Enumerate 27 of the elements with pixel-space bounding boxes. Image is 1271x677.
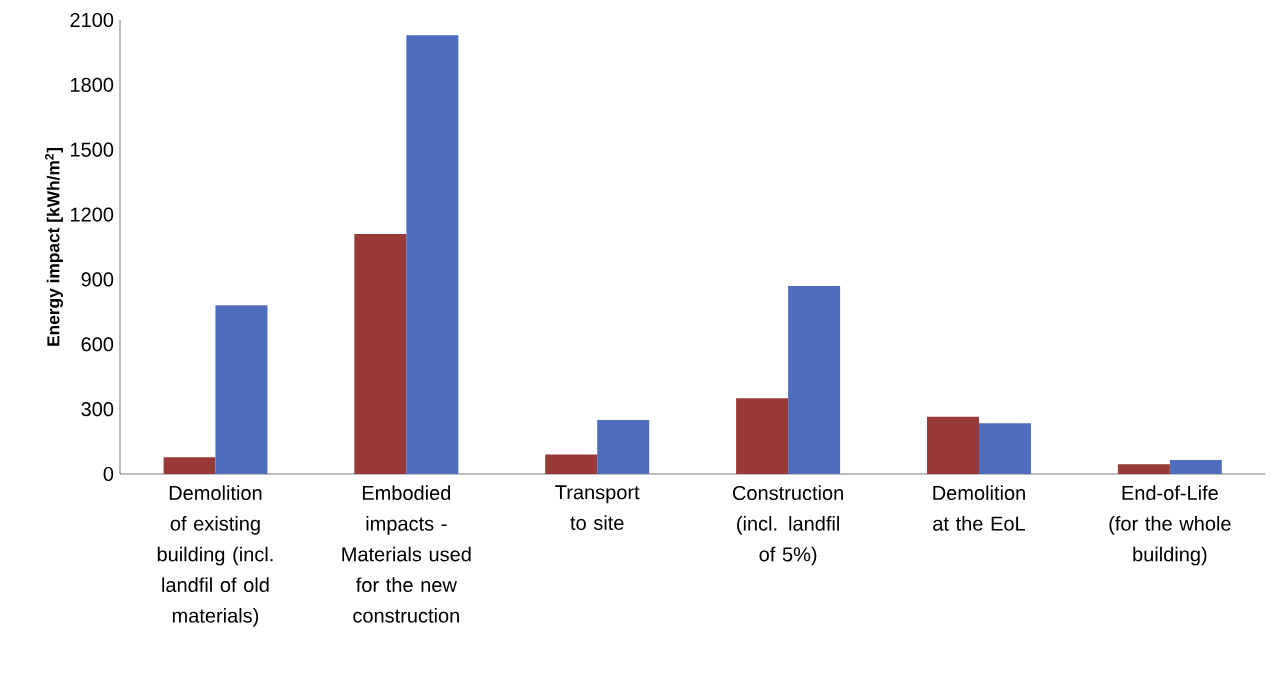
bar: [545, 454, 598, 474]
x-tick-label: Embodied impacts - Materials used for the new construction: [342, 485, 471, 623]
x-tick-label: End-of-Life (for the whole building): [1109, 485, 1231, 566]
x-tick-label: Demolition at the EoL: [933, 485, 1026, 531]
bar: [927, 416, 979, 474]
bar: [163, 457, 216, 474]
bar: [354, 234, 407, 474]
y-tick-label: 1500: [71, 142, 114, 157]
y-tick-label: 1800: [71, 77, 114, 92]
x-tick-label: Construction (incl. landfil of 5%): [733, 485, 843, 566]
bar: [788, 285, 841, 474]
bar: [597, 419, 650, 474]
y-tick-label: 300: [81, 402, 114, 417]
bar: [1169, 459, 1222, 474]
y-tick-label: 600: [81, 337, 114, 352]
bar: [736, 398, 789, 474]
y-tick-label: 2100: [70, 12, 114, 28]
y-axis-title: Energy impact [kWh/m$^{2}$]: [45, 147, 63, 346]
bar: [1117, 464, 1170, 474]
bar: [979, 423, 1031, 474]
y-tick-label: 1200: [71, 207, 114, 222]
bar: [406, 35, 459, 474]
x-tick-label: Demolition of existing building (incl. landfil of old materials): [157, 485, 273, 627]
x-tick-label: Transport to site: [555, 485, 640, 530]
bar: [215, 305, 268, 474]
y-tick-label: 900: [81, 272, 114, 287]
y-tick-label: 0: [103, 466, 114, 482]
